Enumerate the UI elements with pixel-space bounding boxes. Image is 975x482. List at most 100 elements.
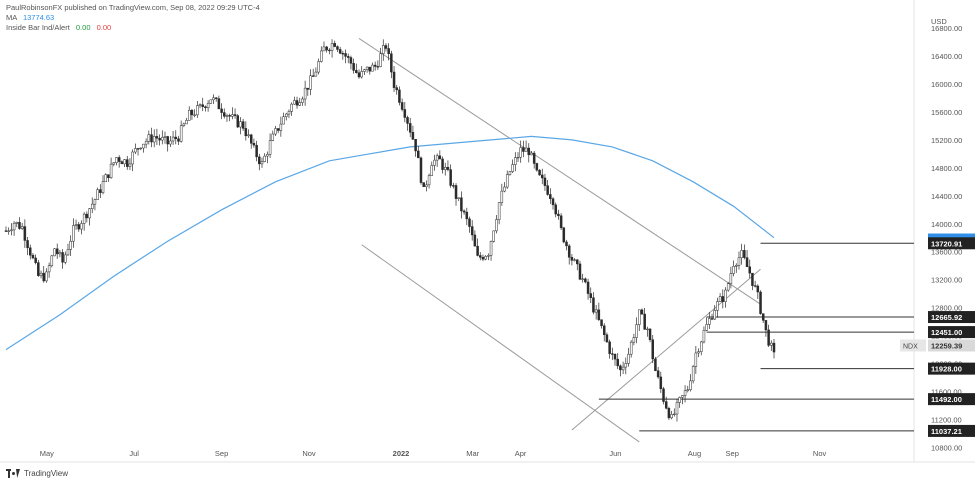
candle-up: [115, 157, 118, 163]
candle-up: [646, 328, 649, 331]
indicator-label: Inside Bar Ind/Alert: [6, 23, 70, 32]
candle: [438, 150, 442, 160]
candle-up: [675, 402, 679, 415]
candle-down: [85, 213, 89, 219]
candle-up: [729, 273, 733, 284]
candle-up: [198, 104, 202, 106]
symbol-tag: NDX: [903, 343, 918, 350]
candle-up: [770, 342, 773, 346]
candle-down: [214, 97, 218, 99]
candle: [602, 323, 606, 342]
time-axis[interactable]: May Jul Sep Nov 2022 Mar Apr Jun Aug Sep Nov: [40, 449, 827, 458]
tradingview-brand: TradingView: [24, 469, 69, 478]
candle: [465, 207, 469, 226]
candle-down: [473, 234, 477, 247]
candle-up: [681, 395, 684, 398]
candle-up: [206, 103, 210, 109]
candle-up: [12, 223, 16, 231]
candle: [710, 313, 714, 321]
candle: [155, 128, 159, 146]
candle: [287, 109, 291, 119]
candle-up: [427, 175, 431, 186]
candle-down: [201, 104, 204, 107]
candle-down: [117, 157, 121, 162]
candle-down: [258, 156, 261, 165]
candle: [735, 263, 738, 273]
candle-up: [266, 154, 269, 157]
candle: [360, 66, 363, 79]
candle: [223, 108, 226, 119]
candle-down: [336, 46, 339, 50]
candle: [619, 364, 622, 377]
candle: [699, 340, 703, 356]
tradingview-footer[interactable]: TradingView: [6, 469, 68, 478]
candle-down: [373, 64, 377, 67]
candle-up: [740, 250, 743, 259]
candle-up: [497, 202, 501, 220]
candle-down: [522, 147, 525, 152]
candle-down: [29, 247, 32, 256]
x-tick-label: Sep: [215, 449, 228, 458]
candle-up: [492, 230, 495, 242]
candle: [659, 371, 663, 393]
candle-up: [7, 230, 10, 232]
candle-up: [737, 257, 741, 266]
candle: [31, 253, 35, 260]
candle: [37, 260, 40, 277]
candle-down: [400, 102, 404, 110]
candle-up: [93, 199, 97, 205]
level-price-tag: 11928.00: [931, 365, 962, 374]
candle: [376, 60, 380, 70]
candle: [570, 254, 574, 266]
candle-up: [670, 414, 673, 419]
candle-up: [443, 167, 447, 170]
candle-down: [578, 263, 582, 280]
candle-up: [134, 148, 137, 153]
ma-legend[interactable]: MA 13774.63: [6, 13, 54, 22]
candle-down: [446, 167, 450, 170]
candle: [171, 131, 175, 145]
candle-down: [357, 72, 361, 78]
candle: [400, 98, 404, 112]
candle-down: [395, 87, 398, 91]
candle-down: [613, 354, 617, 360]
y-tick-label: 16400.00: [931, 52, 962, 61]
candle: [732, 260, 735, 277]
indicator-legend[interactable]: Inside Bar Ind/Alert 0.00 0.00: [6, 23, 111, 32]
x-tick-label: Sep: [726, 449, 739, 458]
candle: [408, 117, 412, 138]
candle-down: [417, 150, 420, 159]
candle: [411, 125, 415, 140]
candle-down: [659, 376, 663, 390]
candle-down: [576, 259, 579, 265]
candle: [258, 153, 261, 171]
candle: [99, 184, 102, 199]
candle: [301, 96, 304, 106]
candle: [729, 266, 733, 289]
candle: [417, 145, 420, 159]
candle-up: [624, 363, 628, 368]
candle-down: [174, 136, 178, 139]
candle: [10, 223, 13, 236]
candle-down: [384, 45, 388, 49]
candle: [61, 249, 64, 269]
candle-up: [45, 271, 48, 282]
y-tick-label: 11200.00: [931, 416, 962, 425]
candle: [120, 160, 124, 165]
candle-down: [543, 177, 547, 186]
candle: [193, 109, 196, 118]
candle: [530, 151, 533, 156]
candle-up: [508, 171, 512, 175]
candle-down: [611, 353, 614, 355]
y-tick-label: 14400.00: [931, 192, 962, 201]
candle-up: [435, 155, 439, 161]
candle-down: [42, 272, 45, 282]
candle-up: [322, 46, 326, 52]
candle: [613, 353, 617, 366]
candle: [656, 366, 660, 379]
candle: [255, 140, 258, 162]
trend-line: [358, 38, 761, 305]
candle: [481, 254, 485, 262]
candle-up: [430, 165, 434, 176]
